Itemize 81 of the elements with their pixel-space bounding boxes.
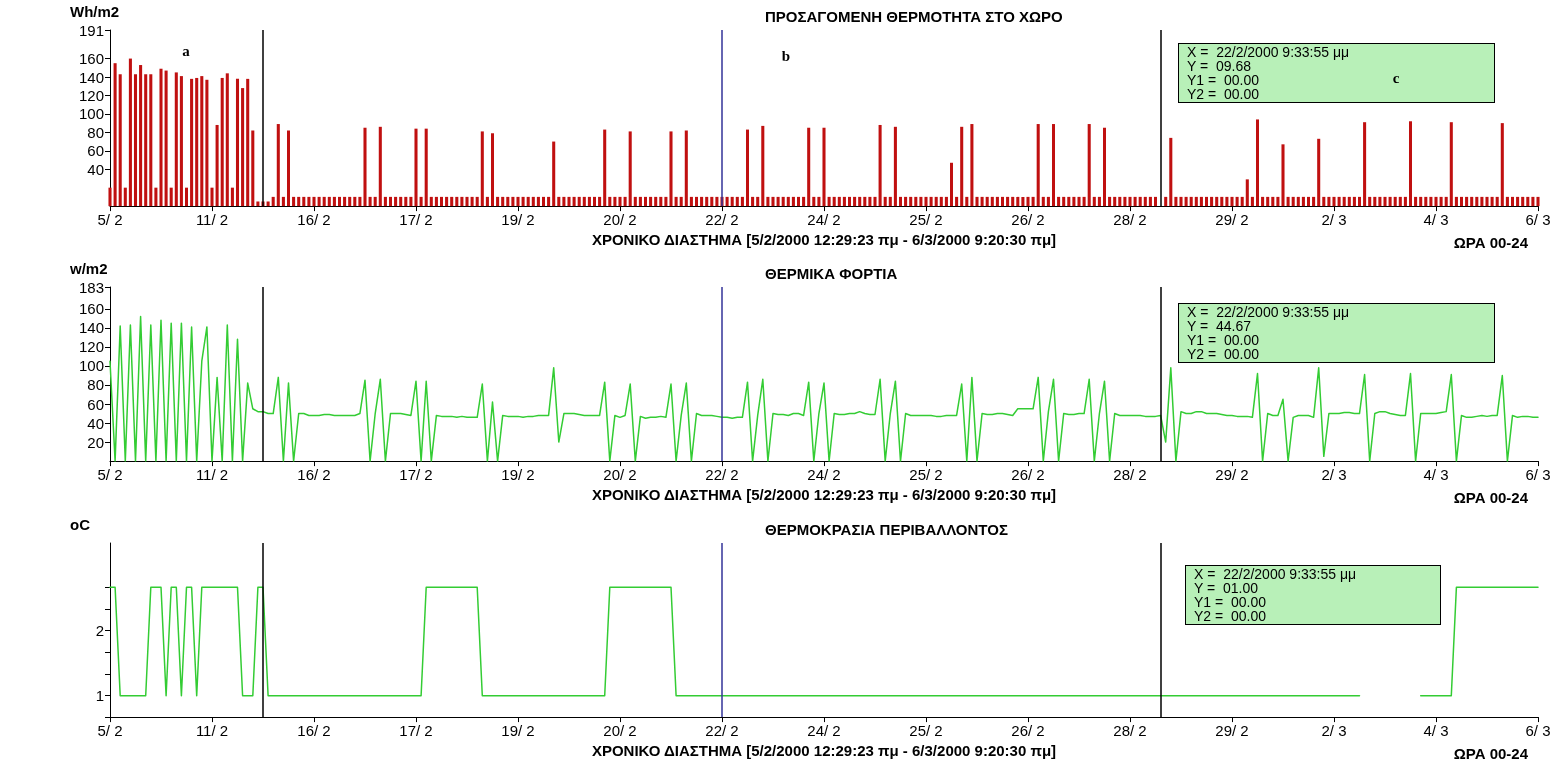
x-tick-label: 19/ 2 [501, 211, 535, 229]
y-tick-label: 100 [78, 357, 104, 375]
x-tick-label: 22/ 2 [705, 466, 739, 484]
x-tick-label: 19/ 2 [501, 466, 535, 484]
x-tick-label: 29/ 2 [1215, 722, 1249, 740]
x-tick-label: 4/ 3 [1423, 211, 1449, 229]
x-tick-label: 2/ 3 [1321, 211, 1347, 229]
x-tick-label: 22/ 2 [705, 722, 739, 740]
y-tick-label: 140 [78, 319, 104, 337]
y-tick-label: 160 [78, 300, 104, 318]
chart-title: ΘΕΡΜΙΚΑ ΦΟΡΤΙΑ [765, 265, 898, 282]
x-tick-label: 28/ 2 [1113, 722, 1147, 740]
x-tick-label: 19/ 2 [501, 722, 535, 740]
y-tick-label: 60 [87, 395, 104, 413]
text: ΩΡΑ 00-24 [1453, 234, 1529, 251]
y-tick-label: 100 [78, 105, 104, 123]
y-tick-label: 20 [87, 433, 104, 451]
x-tick-label: 24/ 2 [807, 466, 841, 484]
x-tick-label: 20/ 2 [603, 722, 637, 740]
x-tick-label: 6/ 3 [1525, 722, 1551, 740]
text: ΩΡΑ 00-24 [1453, 745, 1529, 762]
x-tick-label: 24/ 2 [807, 722, 841, 740]
x-tick-label: 25/ 2 [909, 722, 943, 740]
annotation: c [1391, 69, 1401, 88]
x-tick-label: 2/ 3 [1321, 466, 1347, 484]
y-tick-label: 60 [87, 142, 104, 160]
y-axis-title: oC [70, 516, 91, 533]
x-tick-label: 16/ 2 [297, 211, 331, 229]
x-tick-label: 29/ 2 [1215, 211, 1249, 229]
x-tick-label: 2/ 3 [1321, 722, 1347, 740]
x-tick-label: 5/ 2 [97, 466, 123, 484]
x-tick-label: 25/ 2 [909, 211, 943, 229]
y-tick-label: 120 [78, 86, 104, 104]
x-tick-label: 29/ 2 [1215, 466, 1249, 484]
x-tick-label: 26/ 2 [1011, 466, 1045, 484]
chart-title: ΘΕΡΜΟΚΡΑΣΙΑ ΠΕΡΙΒΑΛΛΟΝΤΟΣ [765, 521, 1008, 538]
x-tick-label: 20/ 2 [603, 211, 637, 229]
y-tick-label: 140 [78, 68, 104, 86]
y-axis-title: w/m2 [69, 260, 108, 277]
readout-box: X = 22/2/2000 9:33:55 μμ Y = 44.67 Y1 = 00.00 Y2 = 00.00 [1178, 303, 1495, 363]
y-tick-label: 191 [78, 21, 104, 39]
x-tick-label: 20/ 2 [603, 466, 637, 484]
x-tick-label: 28/ 2 [1113, 211, 1147, 229]
annotation: a [181, 42, 191, 61]
y-axis-title: Wh/m2 [70, 3, 120, 20]
x-tick-label: 11/ 2 [195, 466, 229, 484]
x-tick-label: 16/ 2 [297, 722, 331, 740]
y-tick-label: 120 [78, 338, 104, 356]
annotation: b [780, 47, 792, 66]
y-tick-label: 160 [78, 50, 104, 68]
x-tick-label: 28/ 2 [1113, 466, 1147, 484]
text: ΩΡΑ 00-24 [1453, 489, 1529, 506]
x-tick-label: 26/ 2 [1011, 211, 1045, 229]
x-tick-label: 22/ 2 [705, 211, 739, 229]
x-tick-label: 4/ 3 [1423, 466, 1449, 484]
x-tick-label: 4/ 3 [1423, 722, 1449, 740]
x-tick-label: 5/ 2 [97, 211, 123, 229]
y-tick-label: 80 [87, 123, 104, 141]
readout-box: X = 22/2/2000 9:33:55 μμ Y = 01.00 Y1 = 00.00 Y2 = 00.00 [1185, 565, 1441, 625]
x-tick-label: 17/ 2 [399, 722, 433, 740]
chart-title: ΠΡΟΣΑΓΟΜΕΝΗ ΘΕΡΜΟΤΗΤΑ ΣΤΟ ΧΩΡΟ [765, 8, 1063, 25]
x-tick-label: 6/ 3 [1525, 466, 1551, 484]
x-tick-label: 6/ 3 [1525, 211, 1551, 229]
x-tick-label: 17/ 2 [399, 211, 433, 229]
y-tick-label: 80 [87, 376, 104, 394]
x-axis-title: ΧΡΟΝΙΚΟ ΔΙΑΣΤΗΜΑ [5/2/2000 12:29:23 πμ - 6/3/2000 9:20:30 πμ] [591, 486, 1057, 503]
x-tick-label: 26/ 2 [1011, 722, 1045, 740]
x-tick-label: 24/ 2 [807, 211, 841, 229]
x-axis-title: ΧΡΟΝΙΚΟ ΔΙΑΣΤΗΜΑ [5/2/2000 12:29:23 πμ - 6/3/2000 9:20:30 πμ] [591, 742, 1057, 759]
x-tick-label: 25/ 2 [909, 466, 943, 484]
x-axis-title: ΧΡΟΝΙΚΟ ΔΙΑΣΤΗΜΑ [5/2/2000 12:29:23 πμ - 6/3/2000 9:20:30 πμ] [591, 231, 1057, 248]
y-tick-label: 40 [87, 160, 104, 178]
x-tick-label: 16/ 2 [297, 466, 331, 484]
x-tick-label: 11/ 2 [195, 211, 229, 229]
y-tick-label: 40 [87, 414, 104, 432]
y-tick-label: 2 [95, 622, 104, 640]
y-tick-label: 183 [78, 278, 104, 296]
x-tick-label: 17/ 2 [399, 466, 433, 484]
x-tick-label: 11/ 2 [195, 722, 229, 740]
x-tick-label: 5/ 2 [97, 722, 123, 740]
y-tick-label: 1 [95, 687, 104, 705]
